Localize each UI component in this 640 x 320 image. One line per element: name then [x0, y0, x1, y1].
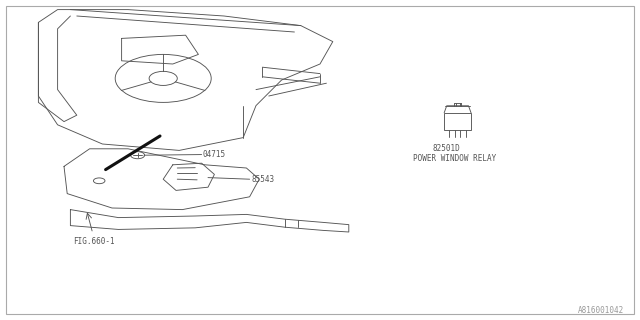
Bar — [444, 113, 471, 130]
Text: 04715: 04715 — [203, 150, 226, 159]
Text: POWER WINDOW RELAY: POWER WINDOW RELAY — [413, 154, 496, 163]
Text: 82501D: 82501D — [433, 144, 460, 153]
Text: 85543: 85543 — [252, 175, 275, 184]
Text: FIG.660-1: FIG.660-1 — [74, 237, 115, 246]
Text: A816001042: A816001042 — [578, 306, 624, 315]
